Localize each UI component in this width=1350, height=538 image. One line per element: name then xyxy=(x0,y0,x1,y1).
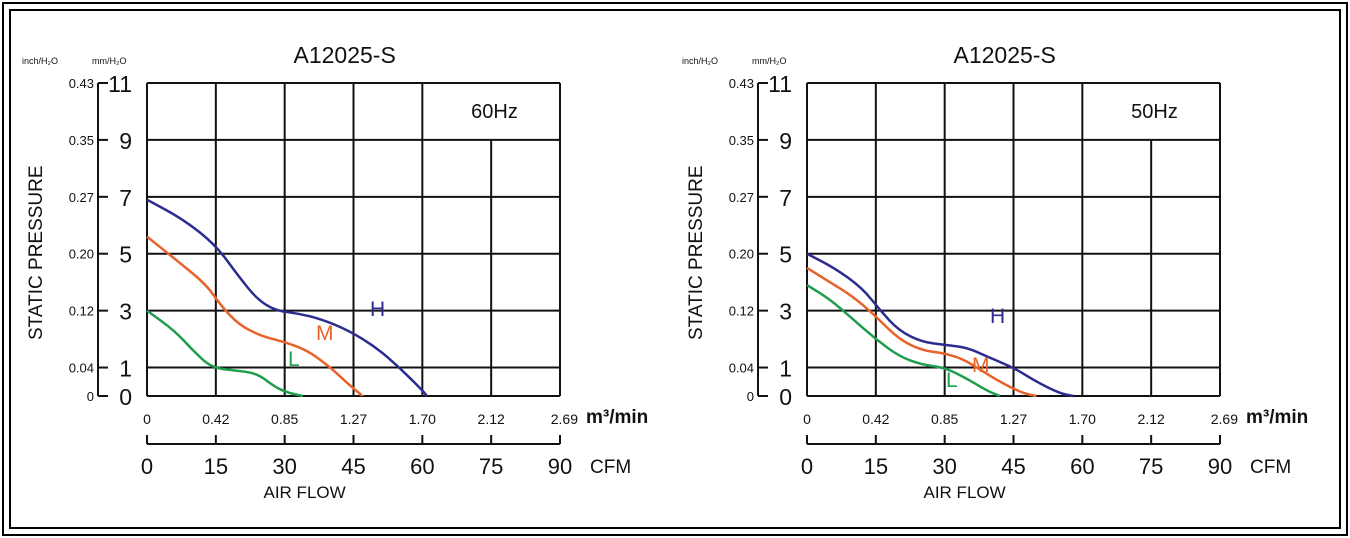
frequency-label: 50Hz xyxy=(1131,101,1178,123)
series-label-l: L xyxy=(288,348,300,371)
x-tick-label-cfm: 45 xyxy=(341,454,365,479)
series-line-m xyxy=(146,235,364,398)
x-tick-label-cfm: 0 xyxy=(141,454,153,479)
x-tick-label-cfm: 60 xyxy=(1070,454,1094,479)
y-tick-label-mm: 7 xyxy=(779,185,792,211)
y-tick-label-inch: 0 xyxy=(747,389,754,404)
x-tick-label-cfm: 15 xyxy=(204,454,228,479)
series-label-h: H xyxy=(990,305,1005,328)
x-tick-label-cfm: 75 xyxy=(1139,454,1163,479)
y-tick-label-mm: 9 xyxy=(779,128,792,154)
y-tick-label-mm: 0 xyxy=(119,384,132,410)
x-unit-cfm-label: CFM xyxy=(1250,457,1291,478)
y-tick-label-mm: 0 xyxy=(779,384,792,410)
x-tick-label-m3: 1.27 xyxy=(340,411,367,427)
x-unit-m3-label: m³/min xyxy=(586,407,648,428)
y-unit-mm-label: mm/H₂O xyxy=(752,56,787,66)
x-tick-label-m3: 0 xyxy=(143,411,151,427)
x-axis-label: AIR FLOW xyxy=(264,483,346,502)
x-tick-label-m3: 0 xyxy=(803,411,811,427)
y-unit-inch-label: inch/H₂O xyxy=(682,56,718,66)
chart-60hz: A12025-S inch/H₂O mm/H₂O 60Hz 11 0.43 9 0.35 7 0.… xyxy=(22,42,648,502)
x-tick-label-cfm: 15 xyxy=(864,454,888,479)
x-tick-label-m3: 1.70 xyxy=(409,411,436,427)
x-tick-label-m3: 1.70 xyxy=(1069,411,1096,427)
y-tick-label-mm: 5 xyxy=(779,242,792,268)
x-axis-label: AIR FLOW xyxy=(924,483,1006,502)
series-label-l: L xyxy=(946,369,958,392)
x-tick-label-cfm: 0 xyxy=(801,454,813,479)
y-axis-label: STATIC PRESSURE xyxy=(26,165,47,340)
x-tick-label-m3: 2.69 xyxy=(551,411,578,427)
x-tick-label-m3: 0.85 xyxy=(271,411,298,427)
series-line-l xyxy=(806,283,1001,398)
series-line-l xyxy=(146,309,304,398)
x-tick-label-m3: 2.12 xyxy=(478,411,505,427)
series-line-h xyxy=(806,252,1074,398)
inner-frame xyxy=(9,9,1341,529)
x-tick-label-m3: 0.85 xyxy=(931,411,958,427)
x-tick-label-m3: 2.69 xyxy=(1211,411,1238,427)
y-unit-mm-label: mm/H₂O xyxy=(92,56,127,66)
y-unit-inch-label: inch/H₂O xyxy=(22,56,58,66)
y-tick-label-mm: 1 xyxy=(119,356,132,382)
y-tick-label-inch: 0.35 xyxy=(729,133,754,148)
y-tick-label-inch: 0.43 xyxy=(729,76,754,91)
y-tick-label-inch: 0.43 xyxy=(69,76,94,91)
chart-title: A12025-S xyxy=(294,42,396,68)
y-tick-label-inch: 0.12 xyxy=(69,304,94,319)
x-tick-label-cfm: 90 xyxy=(1208,454,1232,479)
y-tick-label-inch: 0.04 xyxy=(69,361,94,376)
x-tick-label-m3: 0.42 xyxy=(202,411,229,427)
y-tick-label-mm: 1 xyxy=(779,356,792,382)
x-unit-m3-label: m³/min xyxy=(1246,407,1308,428)
series-label-h: H xyxy=(370,298,385,321)
series-line-h xyxy=(146,198,429,397)
y-tick-label-mm: 5 xyxy=(119,242,132,268)
y-tick-label-inch: 0.20 xyxy=(69,247,94,262)
x-unit-cfm-label: CFM xyxy=(590,457,631,478)
y-tick-label-inch: 0.27 xyxy=(729,190,754,205)
x-tick-label-cfm: 75 xyxy=(479,454,503,479)
y-tick-label-mm: 11 xyxy=(108,71,132,97)
y-tick-label-mm: 11 xyxy=(768,71,792,97)
x-tick-label-m3: 0.42 xyxy=(862,411,889,427)
y-tick-label-mm: 7 xyxy=(119,185,132,211)
x-tick-label-cfm: 30 xyxy=(272,454,296,479)
y-tick-label-mm: 3 xyxy=(779,299,792,325)
y-tick-label-inch: 0.20 xyxy=(729,247,754,262)
x-tick-label-m3: 1.27 xyxy=(1000,411,1027,427)
series-line-m xyxy=(806,266,1038,398)
y-axis-label: STATIC PRESSURE xyxy=(686,165,707,340)
y-tick-label-inch: 0 xyxy=(87,389,94,404)
x-tick-label-cfm: 90 xyxy=(548,454,572,479)
chart-50hz: A12025-S inch/H₂O mm/H₂O 50Hz 11 0.43 9 0.35 7 0.… xyxy=(682,42,1308,502)
x-tick-label-cfm: 60 xyxy=(410,454,434,479)
y-tick-label-inch: 0.27 xyxy=(69,190,94,205)
y-tick-label-mm: 9 xyxy=(119,128,132,154)
y-tick-label-inch: 0.35 xyxy=(69,133,94,148)
series-label-m: M xyxy=(316,322,334,345)
x-tick-label-cfm: 30 xyxy=(932,454,956,479)
frequency-label: 60Hz xyxy=(471,101,518,123)
x-tick-label-m3: 2.12 xyxy=(1138,411,1165,427)
y-tick-label-mm: 3 xyxy=(119,299,132,325)
y-tick-label-inch: 0.04 xyxy=(729,361,754,376)
x-tick-label-cfm: 45 xyxy=(1001,454,1025,479)
series-label-m: M xyxy=(972,354,990,377)
y-tick-label-inch: 0.12 xyxy=(729,304,754,319)
chart-title: A12025-S xyxy=(954,42,1056,68)
